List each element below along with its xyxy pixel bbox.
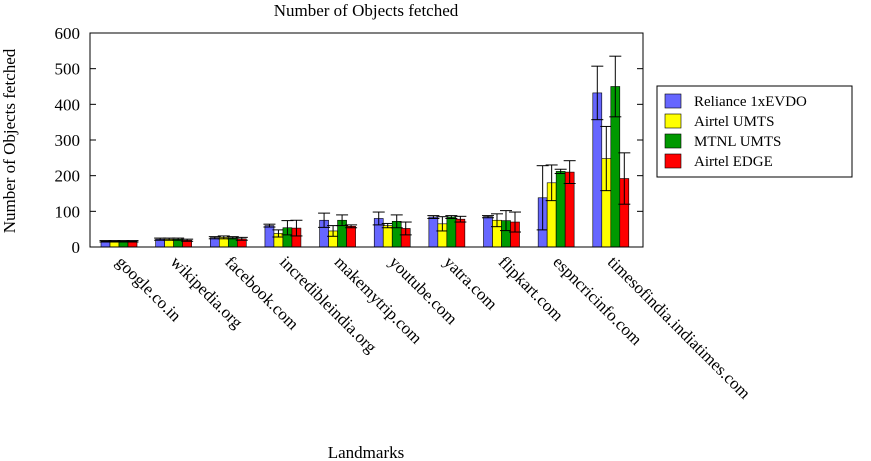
bar [483, 216, 493, 248]
legend-box [656, 85, 853, 178]
x-axis-label: Landmarks [328, 443, 404, 461]
legend: Reliance 1xEVDO Airtel UMTS MTNL UMTS Airte… [656, 85, 853, 178]
bar [382, 225, 393, 248]
bar [346, 226, 356, 248]
y-tick-label: 100 [55, 202, 81, 221]
y-tick-label: 500 [55, 60, 81, 79]
y-tick-label: 200 [55, 167, 81, 186]
y-tick-label: 600 [55, 24, 81, 43]
y-tick-label: 400 [55, 95, 81, 114]
legend-swatch [664, 93, 682, 109]
y-tick-label: 300 [55, 131, 81, 150]
x-tick-label: incredibleindia.org [276, 252, 381, 357]
bar [428, 216, 439, 248]
legend-label: MTNL UMTS [694, 134, 781, 150]
legend-label: Airtel EDGE [694, 154, 773, 170]
plot-frame [89, 32, 644, 248]
chart-title: Number of Objects fetched [274, 1, 459, 20]
bar [555, 171, 566, 248]
legend-label: Airtel UMTS [694, 114, 774, 130]
legend-swatch [664, 153, 682, 169]
bar [264, 225, 275, 248]
bar [455, 218, 466, 248]
y-tick-label: 0 [72, 238, 81, 257]
legend-label: Reliance 1xEVDO [694, 94, 807, 110]
legend-swatch [664, 113, 682, 129]
legend-swatch [664, 133, 682, 149]
y-axis-label: Number of Objects fetched [0, 48, 19, 233]
